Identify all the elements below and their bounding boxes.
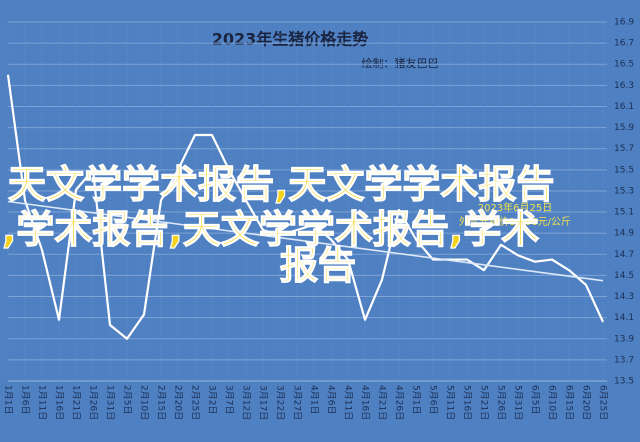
y-tick-label: 15.7 [614, 144, 634, 154]
y-tick-label: 14.3 [614, 292, 634, 302]
x-tick-label: 1月11日 [37, 385, 48, 420]
y-tick-label: 14.1 [614, 313, 634, 323]
x-tick-label: 4月6日 [326, 385, 337, 414]
y-tick-label: 13.9 [614, 334, 634, 344]
x-tick-label: 5月1日 [411, 385, 422, 414]
x-tick-label: 5月21日 [479, 385, 490, 420]
x-tick-label: 1月21日 [71, 385, 82, 420]
y-tick-label: 15.5 [614, 165, 634, 175]
y-tick-label: 16.7 [614, 39, 634, 49]
x-tick-label: 2月15日 [156, 385, 167, 420]
y-tick-label: 15.9 [614, 123, 634, 133]
x-tick-label: 5月31日 [513, 385, 524, 420]
x-tick-label: 2月25日 [190, 385, 201, 420]
annotation: 2023年6月25日 [478, 201, 553, 214]
x-tick-label: 5月6日 [428, 385, 439, 414]
x-tick-label: 1月31日 [105, 385, 116, 420]
x-tick-label: 4月21日 [377, 385, 388, 420]
y-tick-label: 16.1 [614, 102, 634, 112]
chart-title: 2023年生猪价格走势 [212, 30, 369, 49]
x-tick-label: 4月1日 [309, 385, 320, 414]
x-tick-label: 2月5日 [122, 385, 133, 414]
watermark: ,学术报告,天文学学术报告,学术 [2, 208, 539, 252]
x-tick-label: 6月20日 [581, 385, 592, 420]
x-tick-label: 3月12日 [241, 385, 252, 420]
y-tick-label: 13.5 [614, 377, 634, 387]
y-tick-label: 15.3 [614, 186, 634, 196]
x-tick-label: 3月2日 [207, 385, 218, 414]
x-tick-label: 5月16日 [462, 385, 473, 420]
y-tick-label: 14.7 [614, 250, 634, 260]
y-tick-label: 16.3 [614, 81, 634, 91]
x-tick-label: 3月22日 [275, 385, 286, 420]
x-tick-label: 4月26日 [394, 385, 405, 420]
y-tick-label: 14.9 [614, 229, 634, 239]
x-tick-label: 2月10日 [139, 385, 150, 420]
x-tick-label: 4月16日 [360, 385, 371, 420]
y-tick-label: 13.7 [614, 355, 634, 365]
x-tick-label: 1月6日 [20, 385, 31, 414]
x-tick-label: 1月16日 [54, 385, 65, 420]
x-tick-label: 6月5日 [530, 385, 541, 414]
y-tick-label: 15.1 [614, 208, 634, 218]
x-tick-label: 6月25日 [598, 385, 609, 420]
x-tick-label: 5月26日 [496, 385, 507, 420]
y-tick-label: 14.5 [614, 271, 634, 281]
y-tick-label: 16.5 [614, 60, 634, 70]
x-tick-label: 1月1日 [3, 385, 14, 414]
watermark: 报告 [280, 244, 356, 288]
x-tick-label: 3月27日 [292, 385, 303, 420]
x-tick-label: 6月15日 [564, 385, 575, 420]
annotation: 外三元猪价14.06元/公斤 [459, 216, 571, 228]
x-tick-label: 3月17日 [258, 385, 269, 420]
x-tick-label: 2月20日 [173, 385, 184, 420]
watermark: 天文学学术报告,天文学学术报告 [8, 163, 554, 207]
price-line [6, 74, 604, 340]
x-tick-label: 5月11日 [445, 385, 456, 420]
trend-line [7, 200, 604, 282]
x-tick-label: 3月7日 [224, 385, 235, 414]
x-tick-label: 6月10日 [547, 385, 558, 420]
x-tick-label: 4月11日 [343, 385, 354, 420]
x-tick-label: 1月26日 [88, 385, 99, 420]
y-tick-label: 16.9 [614, 18, 634, 28]
chart-subtitle: 绘制：猪友巴巴 [362, 56, 439, 70]
